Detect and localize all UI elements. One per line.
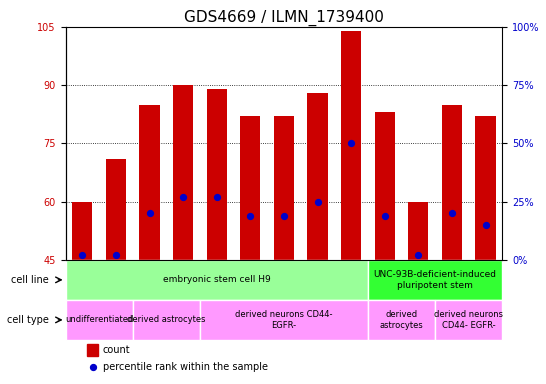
Text: derived neurons CD44-
EGFR-: derived neurons CD44- EGFR- [235, 310, 333, 329]
Point [246, 212, 254, 218]
FancyBboxPatch shape [435, 300, 502, 340]
Text: derived
astrocytes: derived astrocytes [379, 310, 423, 329]
Bar [341, 31, 361, 260]
Point [212, 194, 221, 200]
Bar [442, 104, 462, 260]
Bar [139, 104, 159, 260]
Point [111, 252, 120, 258]
Bar [72, 202, 92, 260]
Point [313, 199, 322, 205]
Text: percentile rank within the sample: percentile rank within the sample [103, 362, 268, 372]
Point [414, 252, 423, 258]
FancyBboxPatch shape [368, 300, 435, 340]
Title: GDS4669 / ILMN_1739400: GDS4669 / ILMN_1739400 [184, 9, 384, 25]
Point [179, 194, 187, 200]
Bar [106, 159, 126, 260]
Text: cell line: cell line [11, 275, 49, 285]
Text: derived astrocytes: derived astrocytes [127, 315, 206, 324]
Bar [375, 112, 395, 260]
Text: count: count [103, 345, 130, 355]
FancyBboxPatch shape [66, 260, 368, 300]
Bar [307, 93, 328, 260]
Bar [206, 89, 227, 260]
FancyBboxPatch shape [368, 260, 502, 300]
Text: undifferentiated: undifferentiated [65, 315, 133, 324]
Point [145, 210, 154, 216]
Point [88, 364, 97, 370]
Bar [476, 116, 496, 260]
FancyBboxPatch shape [66, 300, 133, 340]
Point [78, 252, 87, 258]
Point [347, 140, 355, 146]
FancyBboxPatch shape [133, 300, 200, 340]
FancyBboxPatch shape [200, 300, 368, 340]
Point [381, 212, 389, 218]
Bar [408, 202, 429, 260]
Bar [240, 116, 260, 260]
Bar [274, 116, 294, 260]
Text: cell type: cell type [7, 315, 49, 325]
Bar [87, 344, 98, 356]
Point [280, 212, 288, 218]
Point [448, 210, 456, 216]
Point [481, 222, 490, 228]
Text: derived neurons
CD44- EGFR-: derived neurons CD44- EGFR- [434, 310, 503, 329]
Text: UNC-93B-deficient-induced
pluripotent stem: UNC-93B-deficient-induced pluripotent st… [373, 270, 497, 290]
Text: embryonic stem cell H9: embryonic stem cell H9 [163, 275, 271, 285]
Bar [173, 85, 193, 260]
